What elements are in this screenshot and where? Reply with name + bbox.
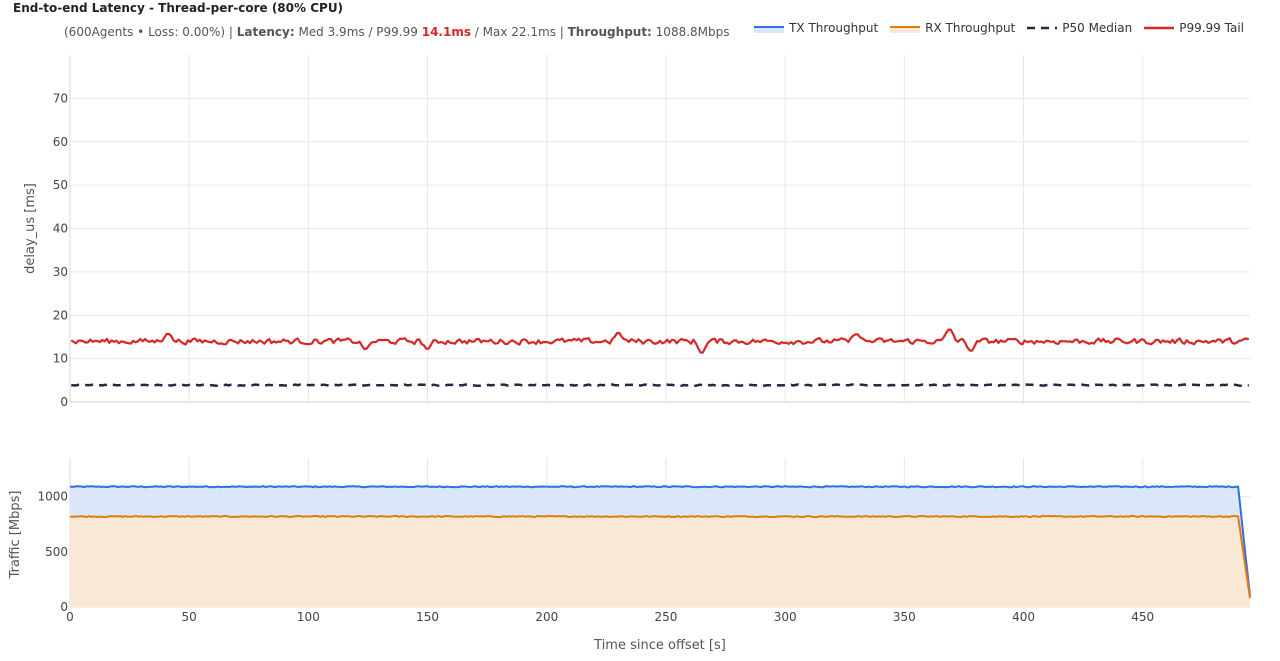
y-tick-label: 20 — [53, 308, 68, 322]
legend-swatch-p9999 — [1144, 26, 1175, 30]
x-tick-label: 50 — [182, 610, 197, 624]
x-tick-label: 100 — [297, 610, 320, 624]
y-tick-label: 60 — [53, 135, 68, 149]
x-tick-label: 400 — [1012, 610, 1035, 624]
legend-swatch-p50 — [1027, 26, 1058, 30]
legend-label-p9999: P99.99 Tail — [1179, 21, 1244, 35]
legend-item-p9999[interactable]: P99.99 Tail — [1144, 21, 1244, 35]
rx-line — [69, 514, 1251, 599]
y-axis-title-latency: delay_us [ms] — [23, 183, 38, 274]
throughput-label: Throughput: — [567, 25, 652, 39]
y-tick-label: 50 — [53, 178, 68, 192]
y-tick-label: 0 — [60, 600, 68, 614]
throughput-value: 1088.8Mbps — [651, 25, 730, 39]
tx-line — [69, 485, 1251, 597]
y-tick-label: 30 — [53, 265, 68, 279]
latency-max: / Max 22.1ms | — [470, 25, 568, 39]
y-tick-label: 500 — [45, 545, 68, 559]
latency-label: Latency: — [236, 25, 295, 39]
legend-swatch-tx — [754, 26, 785, 33]
rx-area — [70, 515, 1250, 607]
legend-item-p50[interactable]: P50 Median — [1027, 21, 1132, 35]
latency-median: Med 3.9ms / P99.99 — [294, 25, 422, 39]
legend-label-p50: P50 Median — [1062, 21, 1133, 35]
y-tick-label: 1000 — [37, 490, 68, 504]
x-tick-label: 450 — [1131, 610, 1154, 624]
legend-swatch-rx — [890, 26, 921, 33]
legend-item-tx[interactable]: TX Throughput — [754, 21, 878, 35]
legend-label-tx: TX Throughput — [789, 21, 879, 35]
y-tick-label: 40 — [53, 222, 68, 236]
y-tick-label: 0 — [60, 395, 68, 409]
y-tick-label: 10 — [53, 352, 68, 366]
p9999-line — [70, 328, 1250, 354]
stats-prefix: (600Agents • Loss: 0.00%) | — [64, 25, 237, 39]
x-tick-label: 200 — [535, 610, 558, 624]
y-axis-title-traffic: Traffic [Mbps] — [8, 491, 23, 580]
chart-title: End-to-end Latency - Thread-per-core (80… — [13, 1, 344, 15]
y-tick-label: 70 — [53, 91, 68, 105]
legend-item-rx[interactable]: RX Throughput — [890, 21, 1015, 35]
p9999-value: 14.1ms — [421, 25, 471, 39]
x-tick-label: 300 — [774, 610, 797, 624]
x-tick-label: 250 — [655, 610, 678, 624]
p50-line — [71, 383, 1249, 388]
x-tick-label: 150 — [416, 610, 439, 624]
x-axis-title: Time since offset [s] — [593, 638, 726, 653]
x-tick-label: 350 — [893, 610, 916, 624]
legend: TX Throughput RX Throughput P50 Median P… — [754, 21, 1244, 35]
legend-label-rx: RX Throughput — [925, 21, 1016, 35]
stats-subtitle: (600Agents • Loss: 0.00%) | Latency: Med… — [64, 25, 730, 39]
x-tick-label: 0 — [66, 610, 74, 624]
